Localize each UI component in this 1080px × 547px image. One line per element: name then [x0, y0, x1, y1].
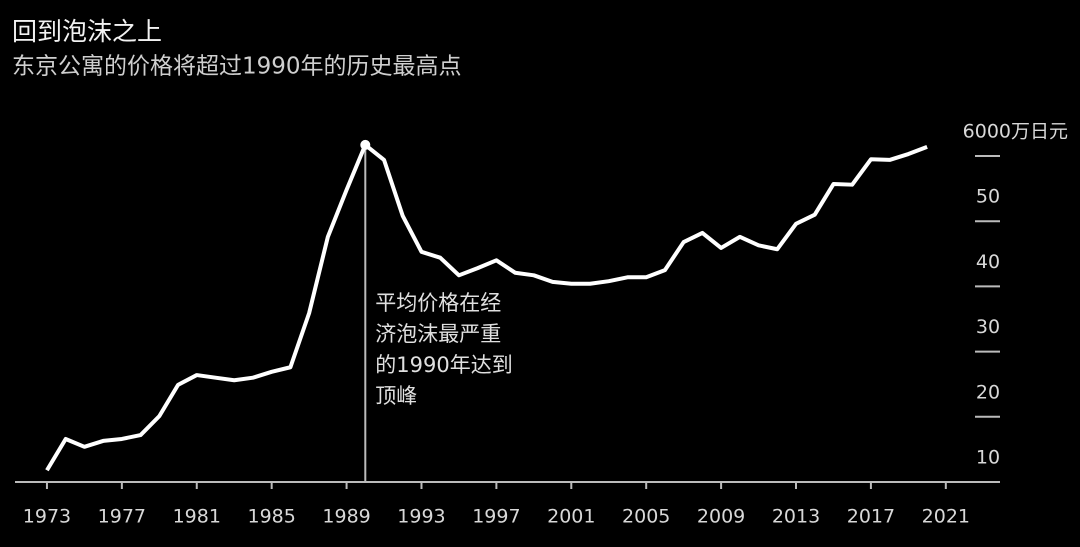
- x-tick-label: 2009: [697, 506, 745, 528]
- x-tick-label: 2001: [547, 506, 595, 528]
- y-tick-label: 6000万日元: [963, 121, 1068, 143]
- chart-title: 回到泡沫之上: [12, 17, 162, 46]
- x-tick-label: 2021: [922, 506, 970, 528]
- x-tick-label: 1989: [322, 506, 370, 528]
- y-tick-label: 40: [976, 251, 1000, 273]
- x-tick-label: 1997: [472, 506, 520, 528]
- x-tick-label: 1977: [98, 506, 146, 528]
- annotation: 平均价格在经: [375, 291, 501, 315]
- annotation: 顶峰: [375, 384, 417, 408]
- x-tick-label: 1993: [397, 506, 445, 528]
- x-tick-label: 1985: [247, 506, 295, 528]
- x-tick-label: 2005: [622, 506, 670, 528]
- x-tick-label: 2013: [772, 506, 820, 528]
- x-tick-label: 1973: [23, 506, 71, 528]
- x-tick-label: 1981: [173, 506, 221, 528]
- annotation: 济泡沫最严重: [375, 322, 501, 346]
- y-tick-label: 10: [976, 447, 1000, 469]
- x-tick-label: 2017: [847, 506, 895, 528]
- peak-marker: [360, 139, 371, 150]
- chart-subtitle: 东京公寓的价格将超过1990年的历史最高点: [12, 54, 462, 80]
- series-line: [45, 142, 928, 472]
- y-tick-label: 20: [976, 381, 1000, 403]
- y-tick-label: 30: [976, 316, 1000, 338]
- annotation: 的1990年达到: [375, 353, 512, 377]
- y-tick-label: 50: [976, 186, 1000, 208]
